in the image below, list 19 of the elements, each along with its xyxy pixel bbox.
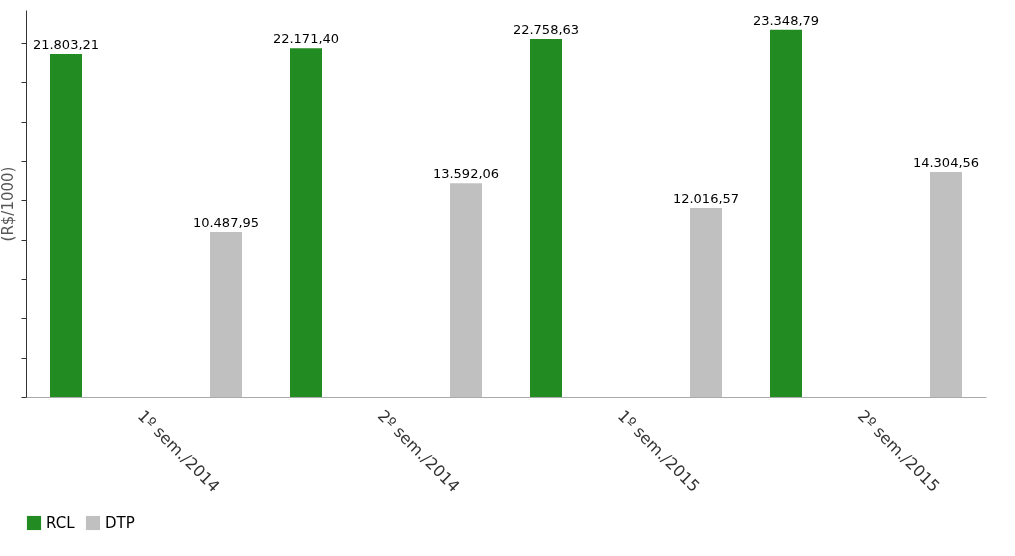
data-label: 23.348,79 [752, 12, 820, 28]
y-axis-title: (R$/1000) [0, 166, 17, 242]
bar [50, 54, 82, 397]
data-label: 14.304,56 [912, 154, 980, 170]
legend-label: DTP [105, 514, 135, 532]
data-label: 13.592,06 [432, 166, 500, 182]
bar [690, 207, 722, 397]
bar [450, 183, 482, 397]
bar [530, 38, 562, 397]
bar [770, 29, 802, 397]
data-label: 10.487,95 [192, 215, 260, 231]
data-label: 12.016,57 [672, 190, 740, 206]
data-label: 22.171,40 [272, 31, 340, 47]
data-label: 21.803,21 [32, 37, 100, 52]
bar [930, 171, 962, 397]
bar [290, 48, 322, 397]
bar [210, 232, 242, 397]
legend-label: RCL [46, 514, 76, 532]
data-label: 22.758,63 [512, 21, 580, 37]
